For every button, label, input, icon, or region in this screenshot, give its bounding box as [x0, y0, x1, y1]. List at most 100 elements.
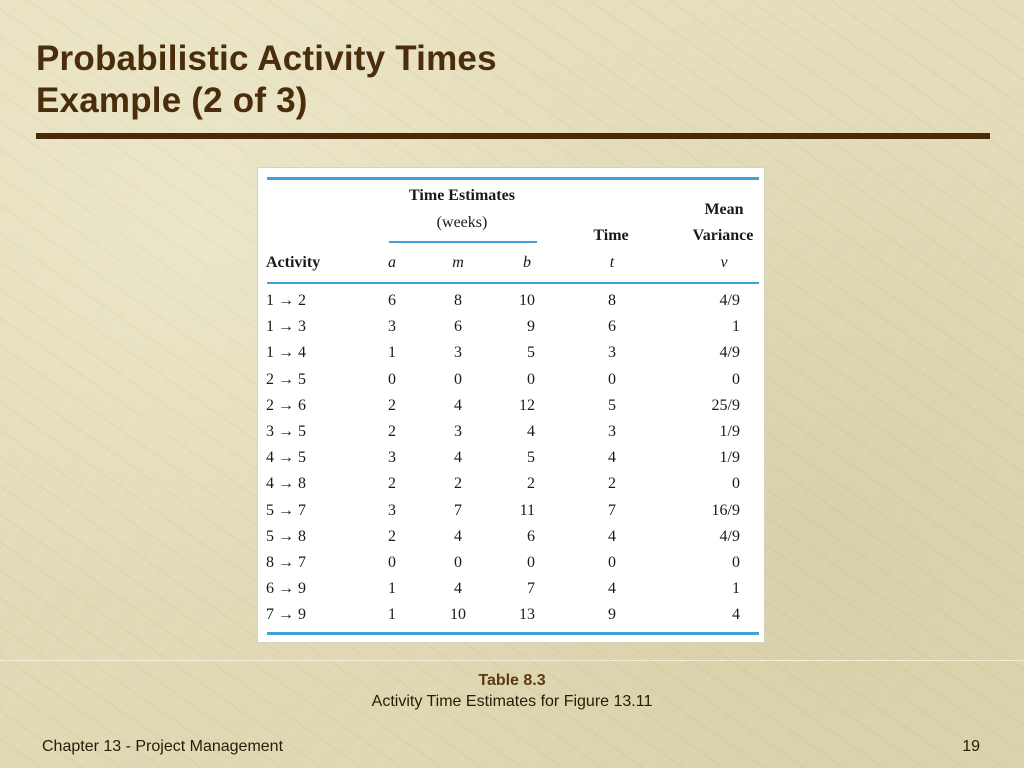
cell-t: 2: [608, 475, 616, 493]
cell-activity: 8 → 7: [266, 554, 306, 571]
cell-a: 6: [388, 292, 396, 309]
cell-b: 7: [527, 580, 535, 598]
header-weeks: (weeks): [436, 214, 488, 231]
cell-m: 7: [454, 501, 462, 519]
header-time: Time: [593, 227, 629, 244]
cell-activity: 1 → 4: [266, 344, 306, 362]
table-caption-subtitle: Activity Time Estimates for Figure 13.11: [371, 693, 653, 710]
cell-b: 13: [519, 606, 535, 624]
cell-t: 5: [608, 396, 616, 414]
cell-t: 4: [608, 580, 616, 598]
cell-b: 11: [519, 501, 535, 519]
slide-title-line-1: Probabilistic Activity Times: [36, 39, 497, 78]
slide-title-line-2: Example (2 of 3): [36, 81, 308, 120]
cell-t: 4: [608, 527, 616, 545]
cell-v: 0: [732, 554, 740, 571]
cell-m: 3: [454, 423, 462, 440]
header-mean: Mean: [704, 201, 744, 218]
cell-b: 0: [527, 370, 535, 388]
cell-activity: 4 → 5: [266, 449, 306, 467]
header-t: t: [609, 254, 615, 271]
header-variance: Variance: [692, 227, 754, 244]
cell-t: 4: [608, 449, 616, 467]
cell-activity: 4 → 8: [266, 475, 306, 493]
table-header-rule: [267, 282, 759, 284]
cell-v: 4/9: [719, 344, 740, 362]
cell-a: 1: [388, 344, 396, 362]
cell-activity: 2 → 5: [266, 370, 306, 388]
cell-b: 2: [527, 475, 535, 493]
title-divider: [36, 133, 990, 139]
cell-b: 6: [527, 527, 535, 545]
cell-v: 1/9: [719, 449, 740, 467]
cell-m: 4: [454, 580, 462, 598]
cell-t: 0: [608, 554, 616, 571]
cell-m: 2: [454, 475, 462, 493]
cell-a: 1: [388, 606, 396, 624]
cell-a: 0: [388, 370, 396, 388]
cell-a: 2: [388, 527, 396, 545]
activity-time-table: Time Estimates (weeks) Mean Time Varianc…: [257, 167, 765, 643]
time-estimates-underline: [389, 241, 537, 243]
cell-v: 4: [732, 606, 740, 624]
cell-v: 4/9: [719, 527, 740, 545]
header-m: m: [452, 254, 464, 271]
cell-m: 3: [454, 344, 462, 362]
cell-v: 1: [732, 318, 740, 336]
header-a: a: [388, 254, 396, 271]
cell-t: 3: [608, 423, 616, 440]
cell-m: 10: [450, 606, 466, 624]
cell-b: 5: [527, 449, 535, 467]
cell-activity: 3 → 5: [266, 423, 306, 440]
cell-activity: 1 → 3: [266, 318, 306, 336]
cell-v: 16/9: [711, 501, 740, 519]
table-top-rule: [267, 177, 759, 180]
cell-b: 10: [519, 292, 535, 309]
cell-a: 2: [388, 475, 396, 493]
cell-m: 4: [454, 396, 462, 414]
header-v: v: [720, 254, 728, 271]
table-caption-title: Table 8.3: [478, 672, 546, 689]
cell-t: 3: [608, 344, 616, 362]
cell-activity: 6 → 9: [266, 580, 306, 598]
cell-m: 4: [454, 527, 462, 545]
cell-a: 2: [388, 396, 396, 414]
header-activity: Activity: [266, 254, 321, 271]
cell-b: 12: [519, 396, 535, 414]
cell-v: 25/9: [711, 396, 740, 414]
cell-activity: 2 → 6: [266, 396, 306, 414]
slide-title: Probabilistic Activity Times Example (2 …: [36, 38, 497, 122]
cell-t: 8: [608, 292, 616, 309]
cell-a: 2: [388, 423, 396, 440]
cell-b: 4: [527, 423, 535, 440]
cell-t: 9: [608, 606, 616, 624]
cell-activity: 5 → 8: [266, 527, 306, 545]
header-time-estimates: Time Estimates: [409, 187, 515, 204]
cell-m: 0: [454, 554, 462, 571]
cell-t: 7: [608, 501, 616, 519]
cell-t: 0: [608, 370, 616, 388]
cell-v: 1: [732, 580, 740, 598]
cell-m: 8: [454, 292, 462, 309]
cell-m: 0: [454, 370, 462, 388]
cell-v: 0: [732, 370, 740, 388]
cell-v: 4/9: [719, 292, 740, 309]
cell-v: 1/9: [719, 423, 740, 440]
cell-v: 0: [732, 475, 740, 493]
cell-m: 4: [454, 449, 462, 467]
footer-divider: [0, 660, 1024, 661]
cell-a: 3: [388, 318, 396, 336]
footer-chapter: Chapter 13 - Project Management: [42, 738, 284, 755]
cell-b: 9: [527, 318, 535, 336]
cell-a: 0: [388, 554, 396, 571]
cell-a: 3: [388, 449, 396, 467]
cell-activity: 5 → 7: [266, 501, 306, 519]
cell-a: 3: [388, 501, 396, 519]
table-bottom-rule: [267, 632, 759, 635]
cell-activity: 1 → 2: [266, 292, 306, 309]
cell-activity: 7 → 9: [266, 606, 306, 624]
header-b: b: [523, 254, 531, 271]
cell-b: 5: [527, 344, 535, 362]
cell-t: 6: [608, 318, 616, 336]
cell-m: 6: [454, 318, 462, 336]
